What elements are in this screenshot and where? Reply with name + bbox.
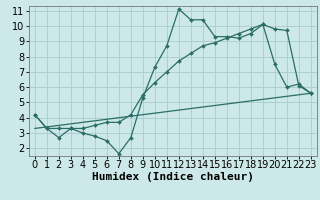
- X-axis label: Humidex (Indice chaleur): Humidex (Indice chaleur): [92, 172, 254, 182]
